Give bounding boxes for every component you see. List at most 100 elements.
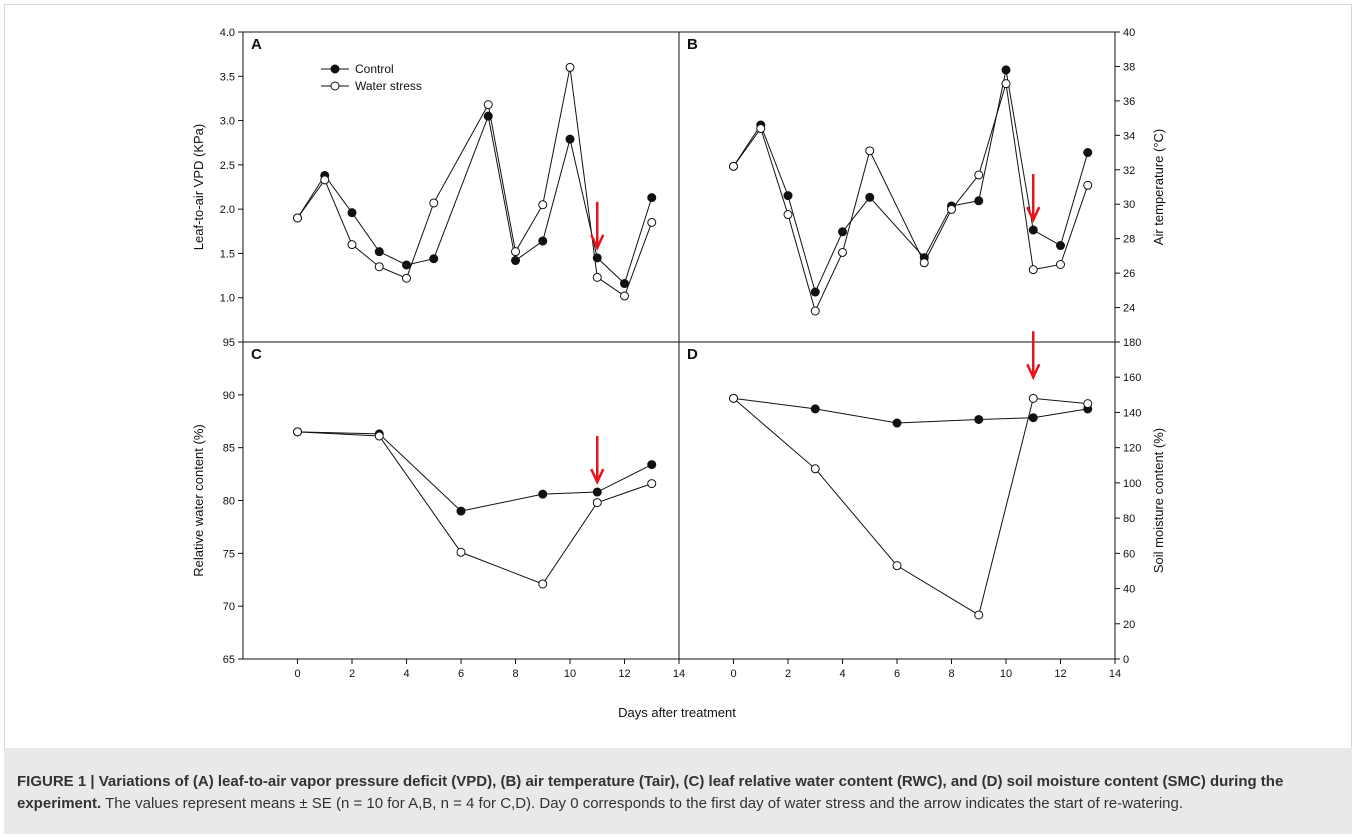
data-point-water-stress — [838, 247, 847, 257]
y-tick-label: 40 — [1123, 584, 1135, 596]
data-point-water-stress — [647, 479, 657, 489]
data-point-water-stress — [538, 579, 548, 589]
data-point-water-stress — [947, 204, 956, 214]
figure-caption: FIGURE 1 | Variations of (A) leaf-to-air… — [17, 771, 1342, 815]
rewatering-arrow-head — [1026, 363, 1041, 381]
y-tick-label: 65 — [223, 654, 235, 666]
series-line-control — [733, 397, 1088, 424]
data-point-water-stress — [810, 464, 820, 474]
data-point-water-stress — [592, 272, 602, 282]
y-axis-label: Leaf-to-air VPD (KPa) — [191, 124, 206, 250]
y-tick-label: 3.5 — [220, 71, 235, 83]
caption-body: The values represent means ± SE (n = 10 … — [101, 795, 1183, 812]
data-point-water-stress — [783, 210, 793, 220]
data-point-water-stress — [1001, 79, 1011, 89]
data-point-control — [592, 487, 602, 497]
y-tick-label: 95 — [223, 337, 235, 349]
data-point-water-stress — [511, 247, 520, 257]
plot-frame — [242, 341, 680, 660]
panel-label: A — [251, 36, 262, 53]
y-tick-label: 2.0 — [220, 204, 235, 216]
data-point-control — [511, 256, 520, 266]
data-point-control — [1028, 413, 1038, 423]
data-point-water-stress — [1083, 399, 1093, 409]
x-tick-label: 4 — [403, 668, 409, 680]
panel-label: D — [687, 346, 698, 363]
y-tick-label: 80 — [1123, 513, 1135, 525]
data-point-control — [456, 506, 466, 516]
series-line-control — [297, 431, 652, 512]
data-point-control — [1001, 65, 1011, 75]
panel-d: D 0 20 40 60 80 100 120 140 160 180 0 2 4 6 8 10 12 14 Soil… — [678, 331, 1166, 680]
y-axis-label: Soil moisture content (%) — [1151, 428, 1166, 573]
data-point-water-stress — [1028, 393, 1038, 403]
data-point-water-stress — [592, 498, 602, 508]
data-point-water-stress — [374, 262, 384, 272]
data-point-control — [565, 134, 575, 144]
data-point-water-stress — [456, 547, 466, 557]
data-point-water-stress — [729, 161, 738, 171]
data-point-water-stress — [729, 393, 738, 403]
y-axis-label: Air temperature (°C) — [1151, 129, 1166, 245]
data-point-control — [538, 489, 548, 499]
plot-frame — [678, 341, 1116, 660]
data-point-control — [647, 460, 657, 470]
y-tick-label: 34 — [1123, 130, 1135, 142]
y-tick-label: 140 — [1123, 407, 1141, 419]
data-point-water-stress — [919, 258, 929, 268]
y-tick-label: 80 — [223, 496, 235, 508]
caption-title: FIGURE 1 | Variations of (A) leaf-to-air… — [17, 773, 1284, 812]
data-point-water-stress — [293, 213, 302, 223]
x-tick-label: 8 — [512, 668, 518, 680]
y-tick-label: 24 — [1123, 303, 1135, 315]
x-tick-label: 14 — [1109, 668, 1121, 680]
data-point-water-stress — [429, 198, 439, 208]
x-tick-label: 8 — [948, 668, 954, 680]
x-tick-label: 4 — [839, 668, 845, 680]
data-point-control — [620, 279, 629, 289]
plot-frame — [678, 31, 1116, 343]
data-point-control — [1028, 225, 1038, 235]
y-tick-label: 30 — [1123, 199, 1135, 211]
data-point-water-stress — [293, 427, 302, 437]
y-tick-label: 160 — [1123, 372, 1141, 384]
y-tick-label: 3.0 — [220, 116, 235, 128]
data-point-control — [1083, 148, 1093, 158]
panel-c: C 65 70 75 80 85 90 95 0 2 4 6 8 10 12 14 Relative water… — [191, 337, 685, 680]
data-point-water-stress — [402, 273, 411, 283]
data-point-control — [974, 414, 984, 424]
y-tick-label: 120 — [1123, 443, 1141, 455]
y-axis-label: Relative water content (%) — [191, 424, 206, 576]
y-tick-label: 0 — [1123, 654, 1129, 666]
data-point-water-stress — [483, 100, 493, 110]
data-point-water-stress — [810, 306, 820, 316]
data-point-control — [892, 418, 902, 428]
x-axis-label: Days after treatment — [618, 705, 736, 720]
data-point-water-stress — [974, 610, 984, 620]
series-line-water-stress — [733, 397, 1088, 616]
x-tick-label: 6 — [458, 668, 464, 680]
y-tick-label: 90 — [223, 390, 235, 402]
y-tick-label: 75 — [223, 548, 235, 560]
data-point-control — [647, 193, 657, 203]
data-point-water-stress — [565, 62, 575, 72]
panel-label: C — [251, 346, 262, 363]
data-point-water-stress — [320, 175, 330, 185]
data-point-water-stress — [865, 146, 875, 156]
data-point-water-stress — [892, 561, 902, 571]
rewatering-arrow-head — [590, 234, 605, 251]
y-tick-label: 85 — [223, 443, 235, 455]
rewatering-arrow-head — [1026, 206, 1041, 224]
x-tick-label: 0 — [294, 668, 300, 680]
panel-label: B — [687, 36, 698, 53]
y-tick-label: 26 — [1123, 268, 1135, 280]
x-tick-label: 2 — [785, 668, 791, 680]
data-point-control — [374, 247, 384, 257]
series-line-control — [733, 69, 1089, 294]
y-tick-label: 4.0 — [220, 27, 235, 39]
x-tick-label: 0 — [730, 668, 736, 680]
x-tick-label: 12 — [1054, 668, 1066, 680]
y-tick-label: 2.5 — [220, 160, 235, 172]
data-point-control — [538, 236, 548, 246]
